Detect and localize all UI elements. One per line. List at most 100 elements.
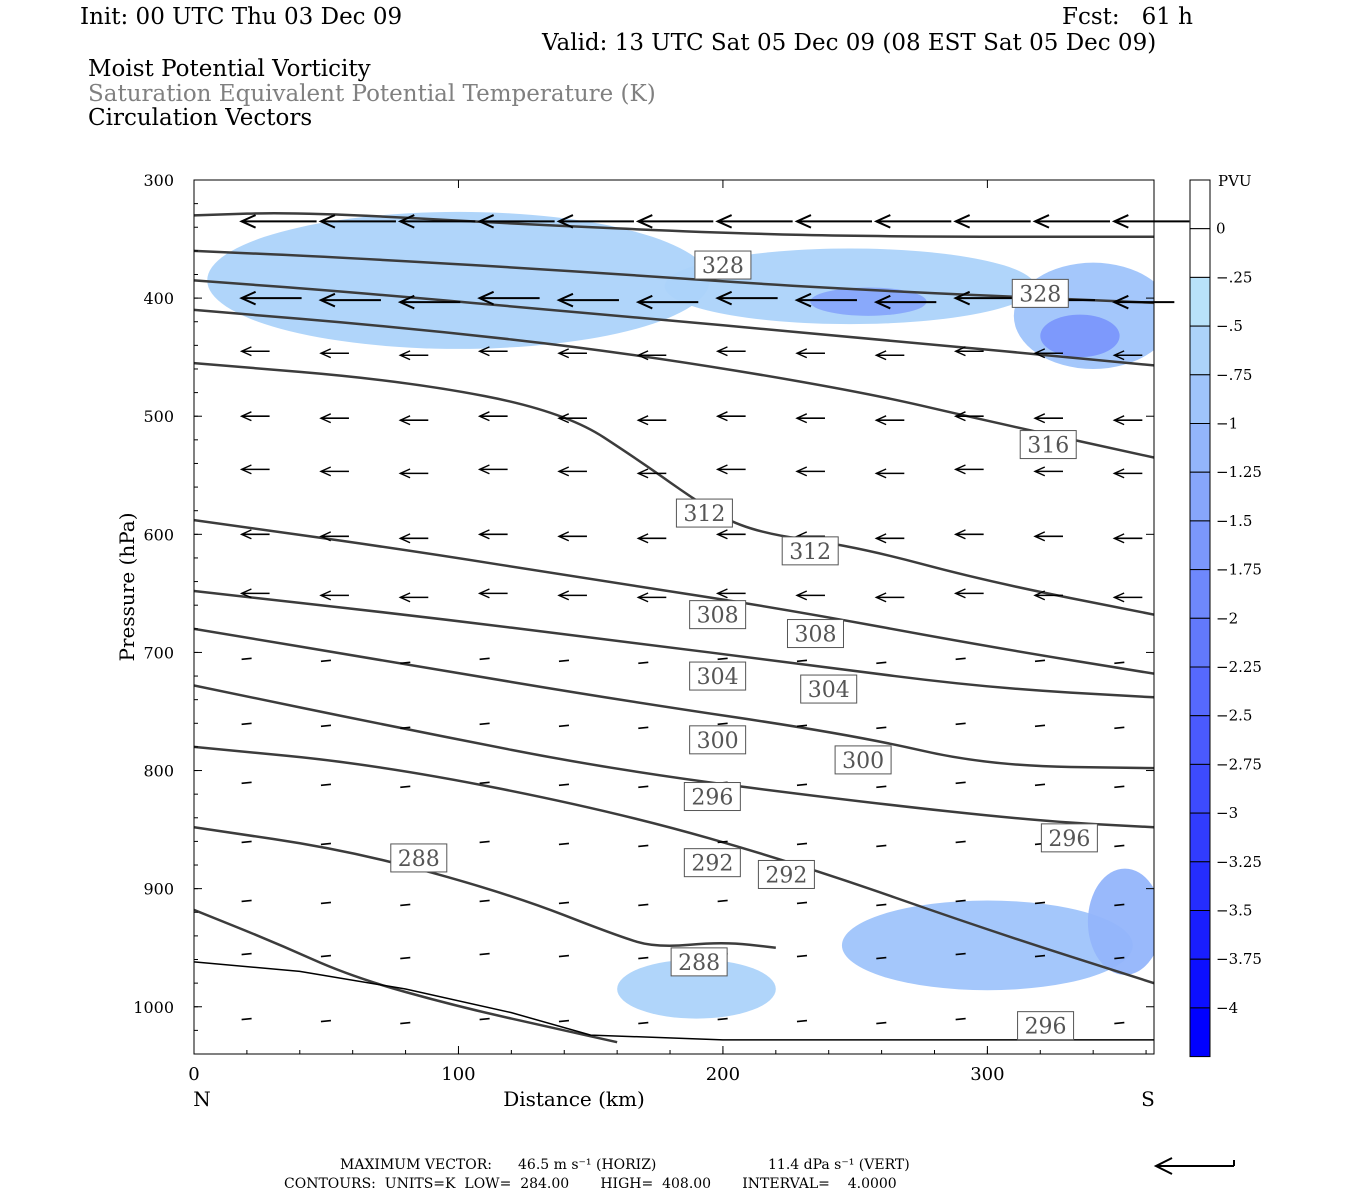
circulation-vector xyxy=(876,661,887,665)
contour-label: 288 xyxy=(670,947,728,977)
circulation-vector xyxy=(479,899,490,903)
circulation-vector xyxy=(241,1017,252,1021)
circulation-vector xyxy=(241,781,252,785)
circulation-vector xyxy=(1032,214,1110,229)
circulation-vector xyxy=(1114,903,1125,907)
circulation-vector xyxy=(873,214,952,229)
colorbar-swatch xyxy=(1189,569,1211,619)
circulation-vector xyxy=(241,657,252,661)
circulation-vector xyxy=(558,724,570,728)
circulation-vector xyxy=(1114,661,1125,665)
contour-line-328 xyxy=(194,212,1154,238)
circulation-vector xyxy=(239,464,270,475)
circulation-vector xyxy=(1112,415,1143,426)
colorbar-label: −1.5 xyxy=(1216,512,1252,530)
circulation-vector xyxy=(635,214,714,229)
contour-line-296 xyxy=(194,684,1154,829)
circulation-vector xyxy=(955,952,966,956)
colorbar-label: −3.5 xyxy=(1216,902,1252,920)
colorbar-swatch xyxy=(1189,617,1211,668)
circulation-vector xyxy=(638,661,649,665)
contour-label-text: 296 xyxy=(1048,827,1090,852)
colorbar-swatch xyxy=(1189,228,1211,278)
circulation-vector xyxy=(796,659,808,663)
circulation-vector xyxy=(1033,590,1063,601)
circulation-vector xyxy=(400,1021,411,1025)
circulation-vector xyxy=(558,954,570,958)
colorbar-swatch xyxy=(1189,1007,1211,1058)
circulation-vector xyxy=(558,659,570,663)
circulation-vector xyxy=(717,657,728,661)
circulation-vector xyxy=(1112,533,1143,544)
circulation-vector xyxy=(400,726,411,730)
pv-shade-5 xyxy=(841,900,1133,991)
circulation-vector xyxy=(319,413,349,424)
colorbar-label: −1.25 xyxy=(1216,463,1262,481)
x-tick-label: 100 xyxy=(441,1064,475,1085)
circulation-vector xyxy=(479,840,490,844)
circulation-vector xyxy=(796,724,808,728)
y-axis-title: Pressure (hPa) xyxy=(115,513,139,662)
contour-label-text: 288 xyxy=(678,951,720,976)
circulation-vector xyxy=(1114,726,1125,730)
circulation-vector xyxy=(398,415,429,426)
field-label-vectors: Circulation Vectors xyxy=(88,105,313,131)
circulation-vector xyxy=(874,415,905,426)
contour-label: 300 xyxy=(689,725,747,755)
colorbar-swatch xyxy=(1189,812,1211,863)
circulation-vector xyxy=(1034,783,1046,787)
colorbar-swatch xyxy=(1189,520,1211,571)
colorbar-swatch xyxy=(1189,325,1211,376)
circulation-vector xyxy=(556,292,619,308)
colorbar-label: −2.75 xyxy=(1216,755,1262,773)
colorbar-swatch xyxy=(1189,666,1211,717)
circulation-vector xyxy=(479,952,490,956)
circulation-vector xyxy=(794,292,857,308)
circulation-vector xyxy=(636,350,667,361)
y-tick-label: 900 xyxy=(143,880,174,899)
circulation-vector xyxy=(638,903,649,907)
circulation-vector xyxy=(876,844,887,848)
pv-shade-6 xyxy=(617,959,776,1019)
footer-vector-horiz: 46.5 m s⁻¹ (HORIZ) xyxy=(518,1157,657,1173)
footer-contours-info: CONTOURS: UNITS=K LOW= 284.00 HIGH= 408.… xyxy=(284,1176,897,1192)
circulation-vector xyxy=(715,290,778,306)
circulation-vector xyxy=(397,294,461,310)
circulation-vector xyxy=(874,592,905,603)
circulation-vector xyxy=(320,954,332,958)
contour-label: 300 xyxy=(834,745,892,775)
x-tick-label: 0 xyxy=(188,1064,199,1085)
circulation-vector xyxy=(636,415,667,426)
circulation-vector xyxy=(239,588,270,599)
circulation-vector xyxy=(953,529,984,540)
contour-line-316 xyxy=(194,308,1154,459)
pv-shading-layer xyxy=(207,211,1154,1019)
circulation-vector xyxy=(955,840,966,844)
circulation-vector xyxy=(400,956,411,960)
circulation-vector xyxy=(400,661,411,665)
contour-label: 296 xyxy=(1040,823,1098,853)
circulation-vector xyxy=(479,722,490,726)
circulation-vector xyxy=(795,413,825,424)
contour-label: 304 xyxy=(800,674,858,704)
colorbar-swatch xyxy=(1189,861,1211,911)
circulation-vector xyxy=(557,348,587,359)
contour-label: 292 xyxy=(757,859,815,889)
contour-label: 308 xyxy=(689,600,747,630)
circulation-vector xyxy=(953,588,984,599)
contour-label: 312 xyxy=(781,536,839,566)
circulation-vector xyxy=(477,290,540,306)
contour-label: 304 xyxy=(689,661,747,691)
circulation-vector xyxy=(479,781,490,785)
circulation-vector xyxy=(1114,956,1125,960)
circulation-vector xyxy=(1112,592,1143,603)
forecast-hour: Fcst: 61 h xyxy=(1062,4,1193,30)
circulation-vector xyxy=(398,533,429,544)
circulation-vector xyxy=(241,899,252,903)
field-label-mpv: Moist Potential Vorticity xyxy=(88,56,371,82)
colorbar-label: −.75 xyxy=(1216,366,1252,384)
colorbar-label: −2.5 xyxy=(1216,707,1252,725)
field-label-theta-es: Saturation Equivalent Potential Temperat… xyxy=(88,81,656,107)
contour-label-text: 304 xyxy=(808,678,850,703)
terrain-boundary xyxy=(193,961,1154,1041)
